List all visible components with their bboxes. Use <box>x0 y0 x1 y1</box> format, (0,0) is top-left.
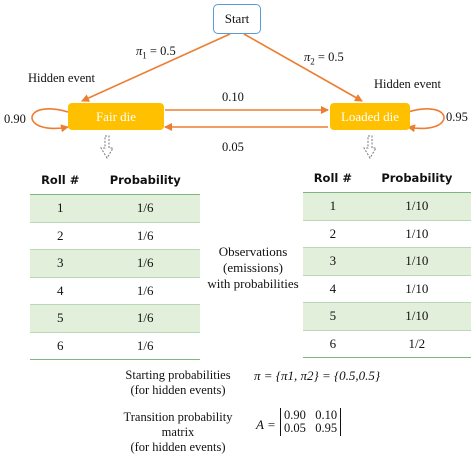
loaded-die-node: Loaded die <box>330 103 410 130</box>
table-row: 5 1/10 <box>303 302 471 331</box>
table-row: 2 1/6 <box>30 222 200 250</box>
fair-die-label: Fair die <box>95 108 137 124</box>
fair-to-loaded-prob: 0.10 <box>222 90 244 104</box>
roll-header: Roll # <box>303 163 363 193</box>
pi1-label: π1 = 0.5 <box>136 44 176 61</box>
pi2-label: π2 = 0.5 <box>304 50 344 67</box>
table-row: 1 1/10 <box>303 192 471 221</box>
start-label: Start <box>224 11 250 26</box>
loaded-emission-arrow <box>363 135 377 159</box>
fair-self-loop-arrow <box>31 108 69 133</box>
transition-matrix-lhs: A = <box>256 417 276 432</box>
starting-prob-label: Starting probabilities (for hidden event… <box>125 368 231 397</box>
transition-matrix: 0.90 0.10 0.05 0.95 <box>280 408 342 436</box>
start-to-fair-arrow <box>81 33 231 102</box>
transition-matrix-label: Transition probability matrix (for hidde… <box>123 410 233 454</box>
fair-die-node: Fair die <box>68 103 164 130</box>
table-row: 6 1/6 <box>30 332 200 360</box>
start-to-loaded-arrow <box>243 33 363 102</box>
table-row: 1 1/6 <box>30 194 200 223</box>
prob-header: Probability <box>362 163 471 193</box>
table-row: 2 1/10 <box>303 220 471 248</box>
table-row: 3 1/6 <box>30 249 200 278</box>
matrix-row-2: 0.05 0.95 <box>284 421 338 435</box>
fair-self-prob: 0.90 <box>4 112 26 126</box>
fair-emission-table: Roll # Probability 1 1/6 2 1/6 3 1/6 4 1/6 5… <box>30 165 200 360</box>
prob-header: Probability <box>90 165 200 195</box>
table-row: 4 1/10 <box>303 275 471 303</box>
table-row: 4 1/6 <box>30 277 200 305</box>
starting-prob-formula: π = {π1, π2} = {0.5,0.5} <box>254 368 381 383</box>
loaded-die-label: Loaded die <box>340 108 400 124</box>
table-row: 3 1/10 <box>303 247 471 276</box>
roll-header: Roll # <box>30 165 91 195</box>
loaded-emission-table: Roll # Probability 1 1/10 2 1/10 3 1/10 4 1/… <box>303 163 471 358</box>
loaded-self-prob: 0.95 <box>446 110 468 124</box>
table-row: 6 1/2 <box>303 330 471 358</box>
fair-emission-arrow <box>100 135 114 159</box>
hidden-event-right-label: Hidden event <box>374 77 441 91</box>
hidden-event-left-label: Hidden event <box>28 71 95 85</box>
loaded-self-loop-arrow <box>407 108 445 133</box>
matrix-row-1: 0.90 0.10 <box>284 408 338 422</box>
start-node: Start <box>213 4 261 34</box>
observations-label: Observations (emissions) with probabilit… <box>207 244 299 291</box>
loaded-to-fair-prob: 0.05 <box>222 140 244 154</box>
table-row: 5 1/6 <box>30 304 200 333</box>
